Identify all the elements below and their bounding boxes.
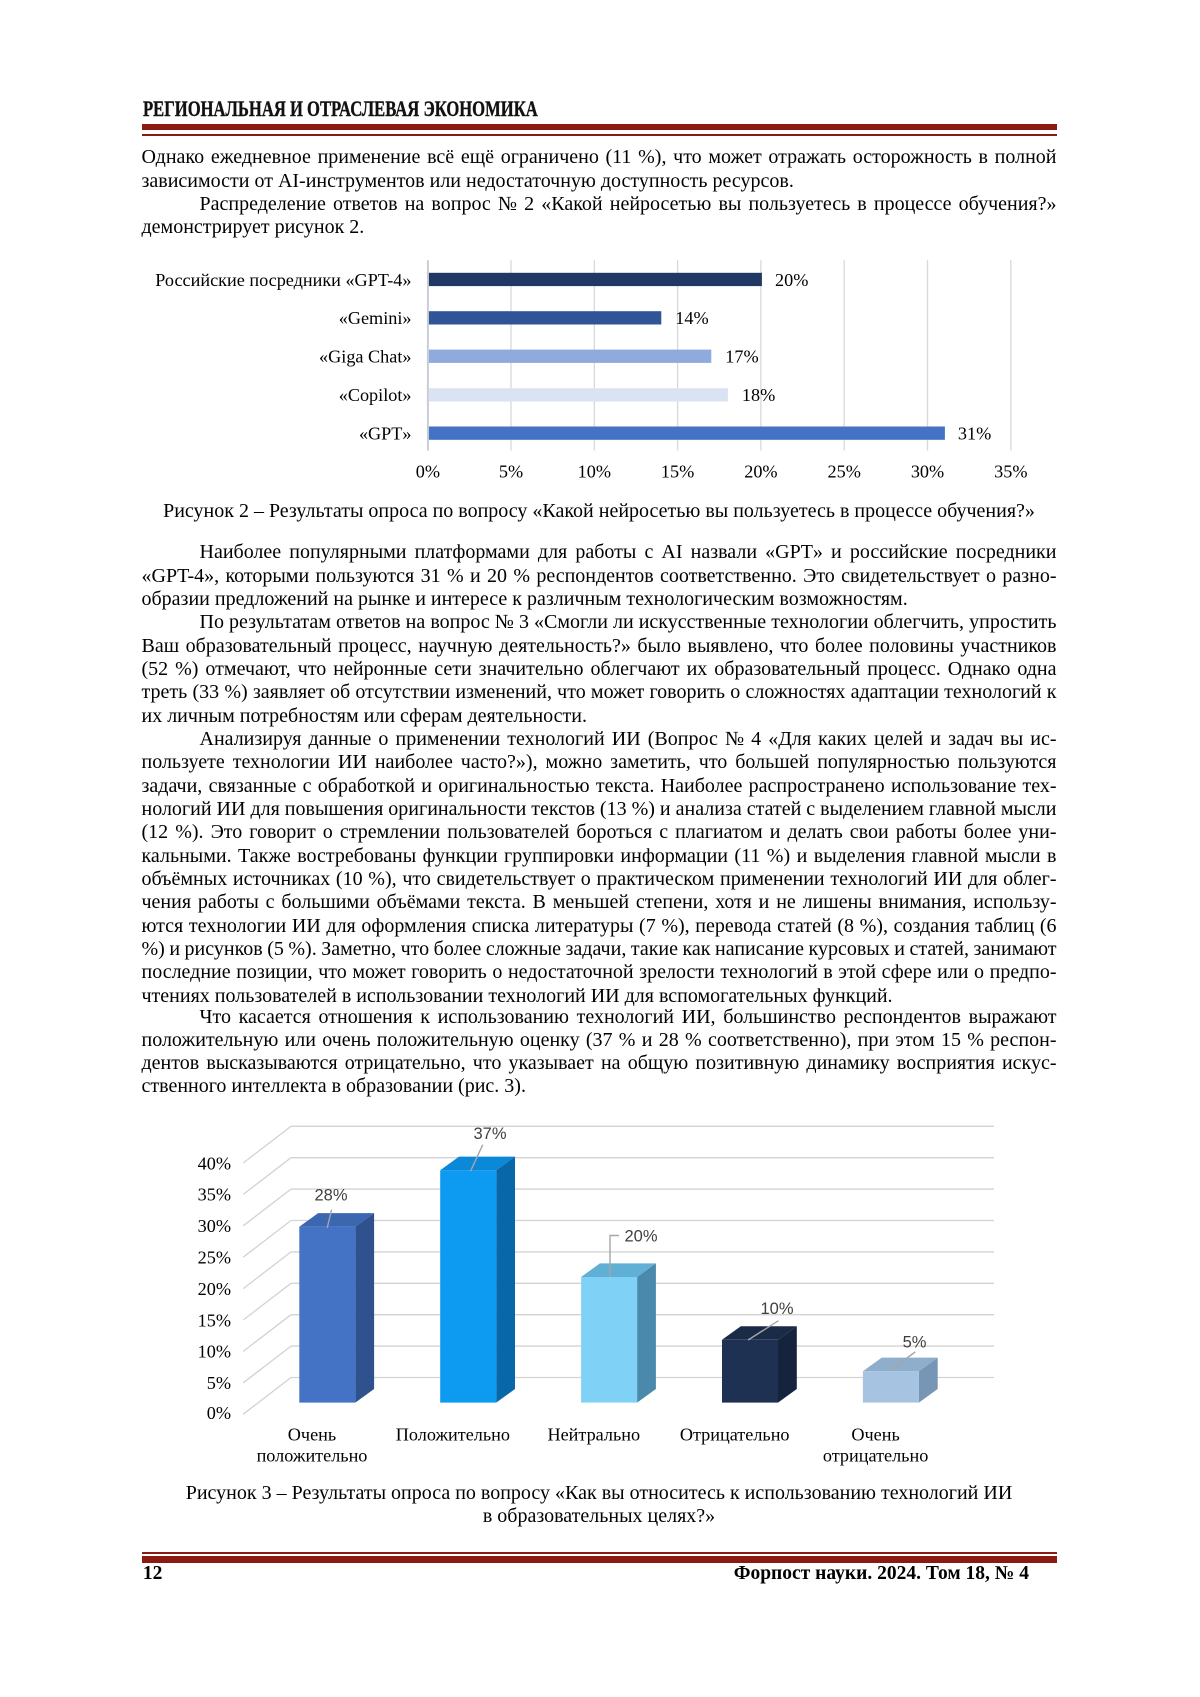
svg-text:40%: 40% <box>198 1153 231 1173</box>
svg-text:10%: 10% <box>760 1300 793 1318</box>
svg-text:10%: 10% <box>578 461 611 481</box>
svg-text:Российские посредники «GPT-4»: Российские посредники «GPT-4» <box>155 270 411 290</box>
svg-text:35%: 35% <box>198 1185 231 1205</box>
svg-text:«Gemini»: «Gemini» <box>339 308 412 328</box>
svg-text:17%: 17% <box>725 347 758 367</box>
svg-text:положительно: положительно <box>257 1445 368 1465</box>
svg-text:Нейтрально: Нейтрально <box>547 1424 640 1444</box>
svg-text:25%: 25% <box>198 1248 231 1268</box>
svg-text:20%: 20% <box>625 1228 658 1246</box>
svg-text:«GPT»: «GPT» <box>359 424 412 444</box>
svg-text:Очень: Очень <box>851 1424 899 1444</box>
svg-text:Отрицательно: Отрицательно <box>680 1424 790 1444</box>
svg-text:Положительно: Положительно <box>396 1424 510 1444</box>
svg-text:30%: 30% <box>911 461 944 481</box>
svg-text:15%: 15% <box>661 461 694 481</box>
svg-text:30%: 30% <box>198 1216 231 1236</box>
svg-text:5%: 5% <box>499 461 523 481</box>
svg-text:25%: 25% <box>828 461 861 481</box>
svg-text:18%: 18% <box>742 385 775 405</box>
svg-text:20%: 20% <box>744 461 777 481</box>
svg-text:«Copilot»: «Copilot» <box>339 385 412 405</box>
svg-text:28%: 28% <box>314 1187 347 1205</box>
svg-text:20%: 20% <box>198 1279 231 1299</box>
svg-text:31%: 31% <box>958 424 991 444</box>
svg-text:37%: 37% <box>473 1125 506 1143</box>
svg-text:5%: 5% <box>903 1333 927 1351</box>
svg-text:20%: 20% <box>775 270 808 290</box>
svg-text:0%: 0% <box>416 461 440 481</box>
svg-text:0%: 0% <box>207 1403 231 1423</box>
svg-text:«Giga Chat»: «Giga Chat» <box>319 347 411 367</box>
svg-text:35%: 35% <box>994 461 1027 481</box>
svg-text:5%: 5% <box>207 1373 231 1393</box>
svg-text:Очень: Очень <box>288 1424 336 1444</box>
svg-text:15%: 15% <box>198 1310 231 1330</box>
svg-text:отрицательно: отрицательно <box>823 1445 928 1465</box>
svg-text:10%: 10% <box>198 1342 231 1362</box>
svg-text:14%: 14% <box>675 308 708 328</box>
